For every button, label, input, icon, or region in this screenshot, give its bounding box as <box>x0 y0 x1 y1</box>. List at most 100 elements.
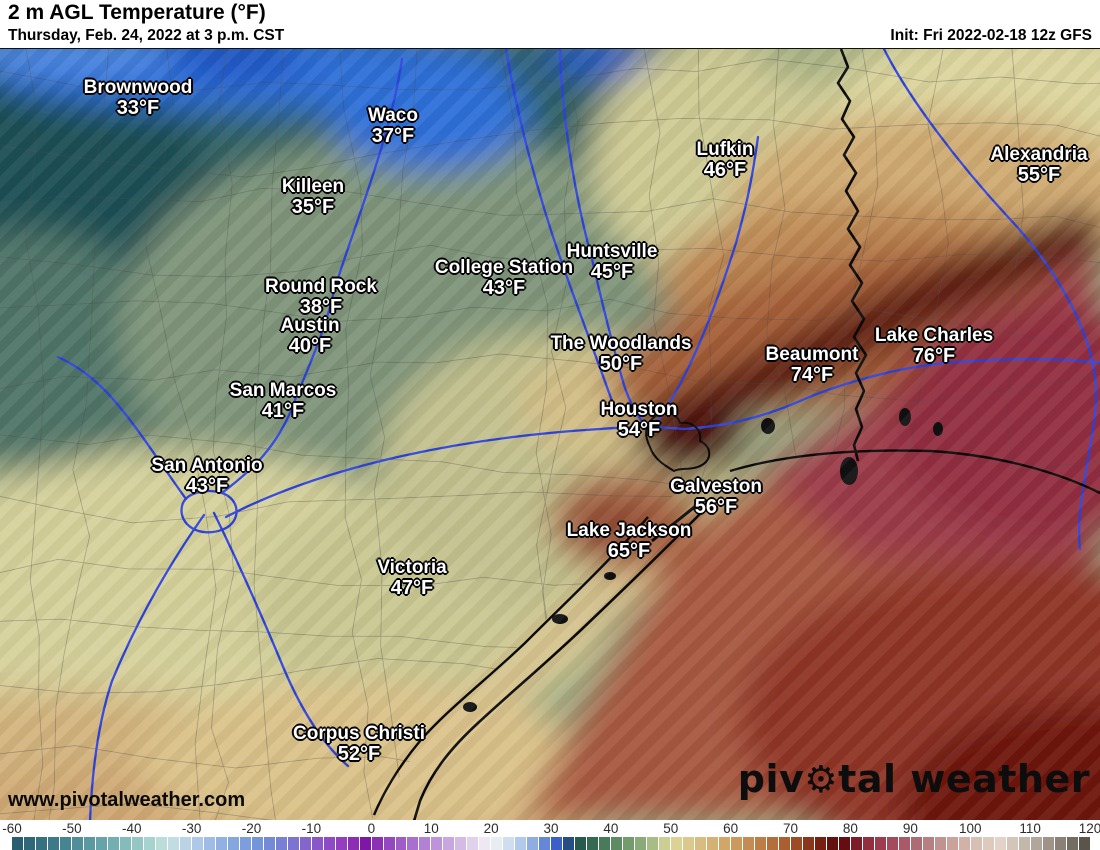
colorbar-cell <box>95 837 107 850</box>
colorbar-cell <box>419 837 431 850</box>
colorbar <box>12 837 1090 850</box>
colorbar-cell <box>155 837 167 850</box>
colorbar-cell <box>587 837 599 850</box>
colorbar-cell <box>910 837 922 850</box>
colorbar-tick-label: 60 <box>723 821 739 836</box>
colorbar-cell <box>862 837 874 850</box>
colorbar-cell <box>874 837 886 850</box>
colorbar-cell <box>335 837 347 850</box>
colorbar-tick-label: 100 <box>958 821 982 836</box>
colorbar-cell <box>635 837 647 850</box>
colorbar-cell <box>707 837 719 850</box>
logo-text-pre: piv <box>737 757 805 801</box>
colorbar-cell <box>743 837 755 850</box>
colorbar-cell <box>347 837 359 850</box>
colorbar-cell <box>838 837 850 850</box>
colorbar-cell <box>659 837 671 850</box>
colorbar-cell <box>23 837 35 850</box>
colorbar-cell <box>1078 837 1090 850</box>
colorbar-cell <box>35 837 47 850</box>
temperature-field <box>0 49 1100 821</box>
colorbar-cell <box>575 837 587 850</box>
colorbar-tick-label: -60 <box>2 821 22 836</box>
colorbar-cell <box>12 837 23 850</box>
colorbar-cell <box>970 837 982 850</box>
colorbar-cell <box>946 837 958 850</box>
colorbar-cell <box>407 837 419 850</box>
colorbar-cell <box>551 837 563 850</box>
colorbar-tick-label: 40 <box>603 821 619 836</box>
colorbar-cell <box>479 837 491 850</box>
colorbar-cell <box>179 837 191 850</box>
header: 2 m AGL Temperature (°F) Thursday, Feb. … <box>0 0 1100 48</box>
colorbar-cell <box>119 837 131 850</box>
colorbar-cell <box>826 837 838 850</box>
coastline-and-borders <box>372 49 1100 821</box>
colorbar-cell <box>755 837 767 850</box>
colorbar-cell <box>275 837 287 850</box>
colorbar-cell <box>779 837 790 850</box>
colorbar-tick-label: 30 <box>543 821 559 836</box>
colorbar-cell <box>599 837 611 850</box>
colorbar-cell <box>994 837 1006 850</box>
colorbar-tick-label: 20 <box>483 821 499 836</box>
colorbar-cell <box>167 837 179 850</box>
highway-lines <box>56 49 1100 821</box>
colorbar-tick-label: 10 <box>423 821 439 836</box>
colorbar-cell <box>1042 837 1054 850</box>
colorbar-cell <box>802 837 814 850</box>
colorbar-cell <box>671 837 683 850</box>
colorbar-cell <box>83 837 95 850</box>
map-canvas <box>0 49 1100 821</box>
colorbar-cell <box>563 837 575 850</box>
colorbar-cell <box>203 837 215 850</box>
colorbar-cell <box>1006 837 1018 850</box>
colorbar-cell <box>443 837 455 850</box>
colorbar-cell <box>191 837 203 850</box>
colorbar-cell <box>790 837 802 850</box>
colorbar-cell <box>503 837 515 850</box>
colorbar-cell <box>227 837 239 850</box>
colorbar-tick-label: 0 <box>367 821 376 836</box>
colorbar-cell <box>647 837 659 850</box>
colorbar-tick-label: 120 <box>1078 821 1100 836</box>
colorbar-cell <box>767 837 778 850</box>
colorbar-cell <box>287 837 299 850</box>
colorbar-cell <box>215 837 227 850</box>
colorbar-ticks: -60 -50 -40 -30 -20 -10 0 10 20 30 40 50 60 70 80 90 100… <box>0 820 1100 836</box>
colorbar-cell <box>958 837 970 850</box>
colorbar-cell <box>383 837 395 850</box>
logo-text-post: tal weather <box>838 757 1090 801</box>
colorbar-cell <box>107 837 119 850</box>
colorbar-cell <box>251 837 263 850</box>
colorbar-cell <box>934 837 946 850</box>
colorbar-cell <box>431 837 443 850</box>
colorbar-cell <box>850 837 862 850</box>
colorbar-cell <box>814 837 826 850</box>
colorbar-tick-label: -30 <box>181 821 202 836</box>
colorbar-tick-label: 90 <box>902 821 918 836</box>
pivotal-weather-logo: piv⚙tal weather <box>738 757 1090 801</box>
valid-time-label: Thursday, Feb. 24, 2022 at 3 p.m. CST <box>8 27 285 44</box>
colorbar-cell <box>467 837 479 850</box>
colorbar-tick-label: 70 <box>783 821 799 836</box>
colorbar-cell <box>1030 837 1042 850</box>
colorbar-cell <box>455 837 467 850</box>
colorbar-tick-label: -10 <box>301 821 322 836</box>
colorbar-cell <box>1066 837 1078 850</box>
watermark-url: www.pivotalweather.com <box>8 789 246 811</box>
colorbar-cell <box>623 837 635 850</box>
temperature-map: Brownwood 33°F Waco 37°F Killeen 35°F Round Ro… <box>0 48 1100 822</box>
colorbar-tick-label: 110 <box>1019 821 1041 836</box>
colorbar-footer: -60 -50 -40 -30 -20 -10 0 10 20 30 40 50 60 70 80 90 100… <box>0 820 1100 850</box>
model-init-label: Init: Fri 2022-02-18 12z GFS <box>890 27 1092 44</box>
colorbar-tick-label: -20 <box>241 821 262 836</box>
colorbar-cell <box>71 837 83 850</box>
colorbar-cell <box>982 837 994 850</box>
colorbar-cell <box>143 837 155 850</box>
colorbar-cell <box>239 837 251 850</box>
colorbar-cell <box>263 837 275 850</box>
colorbar-cell <box>491 837 503 850</box>
colorbar-cell <box>683 837 695 850</box>
colorbar-cell <box>1054 837 1066 850</box>
